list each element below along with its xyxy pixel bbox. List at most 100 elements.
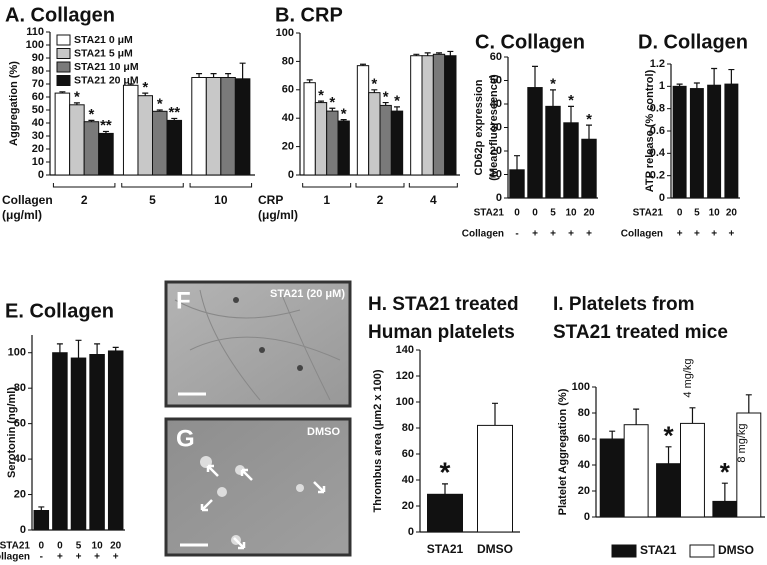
y-tick-label: 110 — [26, 26, 44, 38]
micrograph-f: F STA21 (20 μM) — [164, 280, 352, 408]
image-frame — [164, 280, 352, 408]
bar — [379, 104, 392, 176]
y-tick-label: 20 — [402, 500, 414, 512]
error-bar — [693, 82, 700, 89]
x-tick-label: 0 — [39, 541, 45, 552]
error-bar — [210, 73, 217, 78]
bar — [303, 82, 316, 176]
x-tick-label: 10 — [214, 193, 228, 207]
y-tick-label: 1 — [659, 80, 665, 92]
chart-title: I. Platelets from — [553, 294, 695, 315]
significance-mark: ** — [100, 117, 112, 134]
error-bar — [721, 482, 728, 502]
row-label: STA21 — [633, 208, 664, 219]
bar — [122, 84, 139, 176]
panel-label: F — [176, 287, 191, 314]
bar — [89, 354, 105, 531]
x-tick-label: 0 — [532, 208, 538, 219]
y-tick-label: 0.6 — [650, 125, 665, 137]
chart-title: D. Collagen — [638, 31, 748, 53]
error-bar — [196, 73, 203, 78]
row-label: STA21 — [474, 208, 505, 219]
error-bar — [413, 53, 420, 56]
significance-mark: * — [74, 89, 80, 106]
significance-mark: * — [720, 457, 731, 487]
x-tick-label: + — [94, 552, 100, 563]
x-tick-label: + — [76, 552, 82, 563]
category-label: 8 mg/kg — [736, 423, 748, 462]
error-bar — [56, 343, 63, 353]
x-tick-label: 2 — [81, 193, 88, 207]
error-bar — [88, 119, 95, 122]
x-tick-label: 4 — [430, 193, 437, 207]
significance-mark: * — [341, 105, 347, 122]
error-bar — [38, 506, 45, 511]
bar — [54, 92, 71, 176]
bar — [563, 122, 579, 199]
bar — [314, 102, 328, 176]
bar — [326, 110, 339, 176]
x-tick-label: + — [113, 552, 119, 563]
y-axis-label: Thrombus area (μm2 x 100) — [372, 369, 384, 512]
legend-swatch — [56, 34, 71, 46]
x-tick-label: 10 — [565, 208, 577, 219]
y-tick-label: 60 — [402, 448, 414, 460]
y-tick-label: 70 — [32, 78, 44, 90]
error-bar — [550, 89, 556, 107]
x-tick-label: + — [568, 229, 574, 240]
y-tick-label: 0.2 — [650, 170, 665, 182]
significance-mark: * — [383, 88, 389, 105]
y-axis-label: CD62p expression — [473, 79, 485, 175]
y-tick-label: 0 — [288, 169, 294, 181]
bar — [477, 424, 513, 533]
y-tick-label: 80 — [14, 382, 26, 394]
x-tick-label: + — [711, 229, 717, 240]
bar — [52, 352, 68, 531]
x-tick-label: 20 — [726, 208, 738, 219]
error-bar — [394, 106, 400, 112]
y-tick-label: 20 — [490, 145, 502, 157]
legend-swatch — [689, 544, 715, 558]
x-tick-label: 20 — [110, 541, 122, 552]
legend-swatch — [56, 48, 71, 59]
panel-label: G — [176, 425, 195, 452]
bar — [337, 120, 350, 176]
y-tick-label: 60 — [32, 91, 44, 103]
group-bracket — [408, 183, 458, 188]
error-bar — [424, 52, 431, 56]
error-bar — [447, 50, 454, 56]
bar — [107, 350, 124, 531]
y-tick-label: 0 — [496, 192, 502, 204]
row-label: Collagen — [621, 229, 663, 240]
error-bar — [239, 62, 246, 79]
x-tick-label: 0 — [57, 541, 63, 552]
error-bar — [127, 83, 134, 86]
significance-mark: * — [568, 92, 574, 109]
error-bar — [492, 402, 498, 426]
category-label: 4 mg/kg — [682, 358, 694, 397]
y-axis-label: Platelet Aggregation (%) — [557, 388, 569, 515]
significance-mark: * — [89, 106, 95, 123]
x-tick-label: + — [550, 229, 556, 240]
x-tick-label: + — [57, 552, 63, 563]
error-bar — [94, 343, 101, 355]
error-bar — [371, 89, 378, 93]
error-bar — [609, 430, 616, 439]
bar — [672, 85, 687, 199]
x-tick-label: - — [515, 229, 518, 240]
y-tick-label: 40 — [402, 474, 414, 486]
bar — [368, 92, 381, 176]
error-bar — [225, 73, 232, 78]
y-tick-label: 100 — [8, 347, 26, 359]
image-caption: DMSO — [307, 426, 340, 438]
error-bar — [665, 446, 672, 464]
error-bar — [711, 67, 718, 86]
bar — [166, 119, 183, 176]
significance-mark: * — [440, 456, 451, 487]
significance-mark: * — [586, 111, 592, 128]
y-tick-label: 40 — [578, 459, 590, 471]
chart-title: C. Collagen — [475, 31, 585, 53]
error-bar — [514, 155, 520, 170]
arrows — [200, 464, 326, 550]
legend-swatch — [56, 75, 71, 86]
